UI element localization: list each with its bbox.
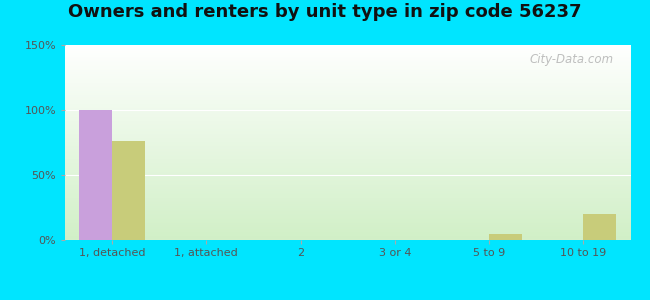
Text: Owners and renters by unit type in zip code 56237: Owners and renters by unit type in zip c… — [68, 3, 582, 21]
Bar — [489, 233, 522, 240]
Bar — [112, 141, 145, 240]
Bar — [79, 110, 112, 240]
Text: City-Data.com: City-Data.com — [529, 53, 614, 66]
Bar — [584, 214, 616, 240]
